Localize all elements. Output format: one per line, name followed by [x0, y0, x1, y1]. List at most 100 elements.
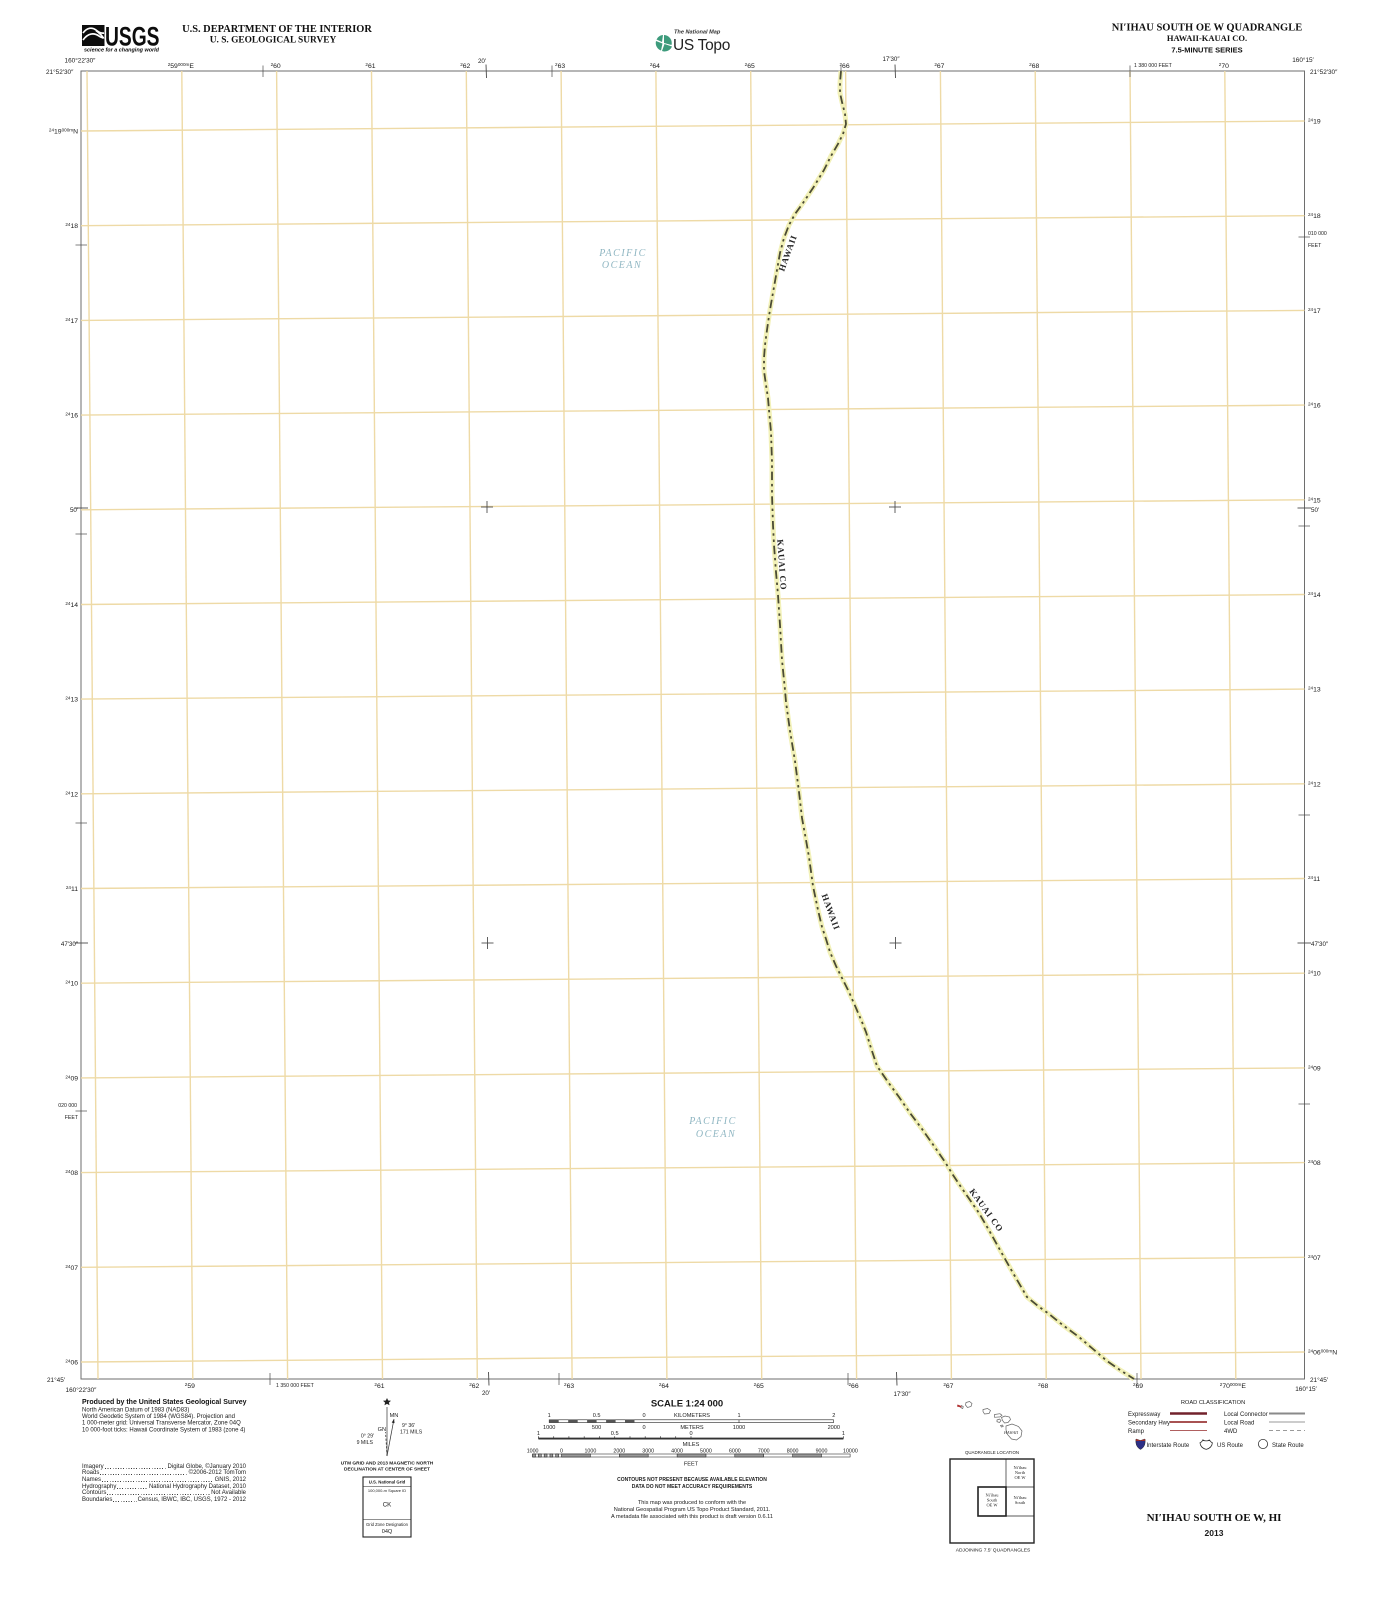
svg-text:160°22′30″: 160°22′30″	[66, 1386, 98, 1394]
svg-text:2410: 2410	[65, 980, 78, 988]
svg-text:2411: 2411	[66, 885, 78, 893]
svg-text:PACIFIC: PACIFIC	[688, 1116, 737, 1127]
svg-text:2418: 2418	[1308, 212, 1321, 220]
svg-text:CK: CK	[383, 1502, 392, 1509]
svg-text:50′: 50′	[1311, 507, 1320, 514]
svg-text:21°45′: 21°45′	[47, 1376, 66, 1384]
svg-text:Local Road: Local Road	[1224, 1421, 1254, 1427]
svg-text:267: 267	[934, 62, 944, 70]
svg-text:Produced by the United States: Produced by the United States Geological…	[82, 1399, 247, 1406]
svg-text:266: 266	[839, 62, 849, 70]
svg-text:100,000-m Square ID: 100,000-m Square ID	[368, 1488, 406, 1493]
svg-text:Ni′ihau: Ni′ihau	[1014, 1465, 1028, 1470]
svg-text:47′30″: 47′30″	[61, 941, 79, 948]
svg-text:9° 36′: 9° 36′	[402, 1423, 415, 1429]
svg-text:1 350 000 FEET: 1 350 000 FEET	[276, 1383, 315, 1389]
svg-text:KILOMETERS: KILOMETERS	[674, 1413, 710, 1419]
svg-text:1: 1	[537, 1431, 540, 1437]
svg-text:ROAD CLASSIFICATION: ROAD CLASSIFICATION	[1181, 1400, 1245, 1406]
svg-text:261: 261	[365, 62, 375, 70]
svg-text:South: South	[1015, 1500, 1026, 1505]
svg-text:264: 264	[650, 62, 660, 70]
svg-text:2: 2	[832, 1413, 835, 1419]
svg-text:NI′IHAU SOUTH OE W QUADRANGLE: NI′IHAU SOUTH OE W QUADRANGLE	[1112, 23, 1302, 34]
svg-text:10 000-foot ticks: Hawaii Coor: 10 000-foot ticks: Hawaii Coordinate Sys…	[82, 1427, 245, 1433]
svg-text:Secondary Hwy: Secondary Hwy	[1128, 1421, 1170, 1427]
svg-text:0.5: 0.5	[611, 1431, 619, 1437]
svg-text:160°15′: 160°15′	[1292, 56, 1314, 64]
svg-text:21°45′: 21°45′	[1310, 1376, 1329, 1384]
svg-text:265: 265	[754, 1382, 764, 1390]
svg-text:263: 263	[555, 62, 565, 70]
svg-text:State Route: State Route	[1272, 1443, 1304, 1449]
svg-text:CONTOURS NOT PRESENT BECAUSE A: CONTOURS NOT PRESENT BECAUSE AVAILABLE E…	[617, 1477, 767, 1483]
svg-text:Local Connector: Local Connector	[1224, 1412, 1268, 1418]
svg-text:1 000-meter grid: Universal Tr: 1 000-meter grid: Universal Transverse M…	[82, 1421, 241, 1427]
svg-text:PACIFIC: PACIFIC	[598, 248, 647, 259]
svg-text:HAWAII-KAUAI CO.: HAWAII-KAUAI CO.	[1167, 33, 1247, 43]
svg-text:A metadata file associated wit: A metadata file associated with this pro…	[611, 1514, 773, 1520]
svg-text:259: 259	[185, 1382, 195, 1390]
svg-text:2408: 2408	[65, 1169, 78, 1177]
svg-text:2419: 2419	[1308, 118, 1321, 126]
svg-text:Expressway: Expressway	[1128, 1412, 1160, 1418]
svg-text:National Geospatial Program US: National Geospatial Program US Topo Prod…	[614, 1507, 771, 1513]
svg-text:17′30″: 17′30″	[882, 56, 900, 63]
svg-text:0: 0	[642, 1413, 645, 1419]
svg-text:20′: 20′	[478, 58, 487, 65]
svg-text:2406000mN: 2406000mN	[1308, 1348, 1337, 1356]
svg-text:1: 1	[737, 1413, 740, 1419]
svg-text:9 MILS: 9 MILS	[357, 1440, 374, 1446]
svg-text:6000: 6000	[729, 1448, 741, 1454]
svg-text:261: 261	[374, 1382, 384, 1390]
svg-text:0: 0	[689, 1431, 692, 1437]
svg-text:2414: 2414	[65, 601, 78, 609]
svg-text:1: 1	[548, 1413, 551, 1419]
svg-text:FEET: FEET	[684, 1462, 699, 1468]
svg-text:268: 268	[1038, 1382, 1048, 1390]
svg-text:SCALE 1:24 000: SCALE 1:24 000	[651, 1399, 723, 1410]
svg-text:160°15′: 160°15′	[1295, 1385, 1317, 1393]
svg-text:2408: 2408	[1308, 1159, 1321, 1167]
svg-text:0: 0	[560, 1448, 563, 1454]
svg-text:2000: 2000	[828, 1425, 840, 1431]
svg-text:1000: 1000	[543, 1425, 555, 1431]
svg-text:US Route: US Route	[1217, 1443, 1244, 1449]
svg-text:2410: 2410	[1308, 970, 1321, 978]
svg-text:OE W: OE W	[986, 1503, 998, 1508]
svg-text:7000: 7000	[758, 1448, 770, 1454]
svg-text:METERS: METERS	[680, 1425, 704, 1431]
svg-text:ADJOINING 7.5′ QUADRANGLES: ADJOINING 7.5′ QUADRANGLES	[956, 1548, 1031, 1554]
svg-text:2409: 2409	[1308, 1064, 1321, 1072]
svg-text:2412: 2412	[65, 790, 78, 798]
svg-text:2417: 2417	[65, 317, 78, 325]
svg-text:17′30″: 17′30″	[893, 1391, 911, 1398]
svg-text:263: 263	[564, 1382, 574, 1390]
svg-text:QUADRANGLE LOCATION: QUADRANGLE LOCATION	[965, 1450, 1019, 1455]
svg-text:5000: 5000	[700, 1448, 712, 1454]
svg-text:2407: 2407	[1308, 1254, 1321, 1262]
svg-text:268: 268	[1029, 62, 1039, 70]
svg-text:270: 270	[1219, 62, 1229, 70]
svg-text:2415: 2415	[1308, 496, 1321, 504]
svg-text:4000: 4000	[671, 1448, 683, 1454]
svg-text:2409: 2409	[65, 1074, 78, 1082]
svg-text:US Topo: US Topo	[673, 37, 730, 54]
svg-text:North: North	[1015, 1470, 1026, 1475]
svg-text:264: 264	[659, 1382, 669, 1390]
svg-text:1000: 1000	[584, 1448, 596, 1454]
svg-text:0° 29′: 0° 29′	[361, 1434, 374, 1440]
svg-text:269: 269	[1133, 1382, 1143, 1390]
svg-text:MN: MN	[390, 1413, 399, 1419]
svg-text:Ni′ihau: Ni′ihau	[986, 1493, 1000, 1498]
svg-text:GN: GN	[378, 1427, 386, 1433]
svg-text:4WD: 4WD	[1224, 1429, 1238, 1435]
svg-text:OCEAN: OCEAN	[602, 260, 642, 271]
svg-text:04Q: 04Q	[382, 1529, 393, 1535]
svg-text:0: 0	[642, 1425, 645, 1431]
svg-text:020 000: 020 000	[58, 1103, 77, 1109]
svg-text:267: 267	[943, 1382, 953, 1390]
svg-text:20′: 20′	[482, 1390, 491, 1397]
svg-text:FEET: FEET	[1308, 243, 1322, 249]
svg-text:science for a changing world: science for a changing world	[84, 48, 160, 54]
